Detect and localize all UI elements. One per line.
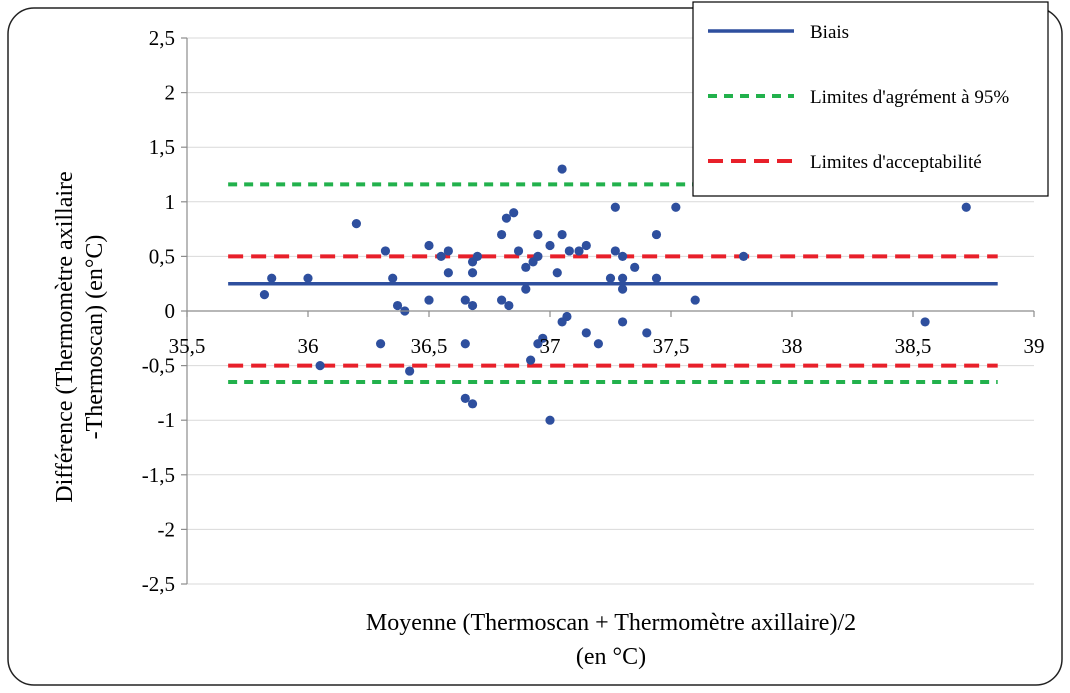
data-point [961,202,971,212]
legend-box [692,1,1049,197]
data-point [497,295,507,305]
data-point [739,251,749,261]
data-point [610,246,620,256]
data-point [497,229,507,240]
legend-label: Limites d'acceptabilité [810,152,982,173]
y-tick-label: 1 [165,190,176,214]
y-tick-label: -1,5 [142,463,175,487]
y-tick-label: -2,5 [142,572,175,596]
data-point [388,273,398,283]
data-point [467,399,478,409]
y-tick-label: 1,5 [149,135,175,159]
data-point [557,164,567,174]
legend-label: Biais [810,22,849,43]
data-point [259,290,270,300]
data-point [533,251,543,261]
data-point [460,393,470,403]
data-point [472,251,482,261]
data-point [405,366,415,376]
data-point [513,246,524,256]
y-tick-label: 0 [165,299,176,323]
data-point [545,240,555,251]
data-point [504,300,514,311]
data-point [443,246,453,256]
data-point [467,300,478,311]
data-point [460,295,470,305]
axes [181,37,1035,585]
x-tick-label: 36 [298,334,319,358]
data-point [605,273,616,283]
data-point [651,229,662,240]
data-point [521,284,531,294]
data-point [642,328,652,338]
data-point [443,268,453,278]
data-point [521,262,531,272]
x-tick-label: 38,5 [895,334,932,358]
y-tick-label: 2 [165,81,176,105]
data-point [376,339,386,349]
data-point [526,355,536,365]
x-tick-label: 38 [782,334,803,358]
data-point [593,339,604,349]
y-tick-label: -1 [158,408,176,432]
x-axis-label: Moyenne (Thermoscan + Thermomètre axilla… [366,610,856,636]
y-tick-label: -2 [158,517,176,541]
data-point [618,273,628,283]
data-point [303,273,313,283]
data-point [501,213,512,223]
y-axis-label: Différence (Thermomètre axillaire [52,171,78,502]
data-point [581,328,591,338]
x-tick-label: 39 [1024,334,1045,358]
data-point [690,295,700,305]
data-point [671,202,681,212]
data-point [630,262,640,272]
data-point [651,273,662,283]
y-tick-label: 0,5 [149,244,175,268]
data-point [509,208,519,218]
data-point [533,229,543,240]
y-tick-label: 2,5 [149,26,175,50]
data-point [618,284,628,294]
y-tick-label: -0,5 [142,354,175,378]
data-point [562,311,572,322]
data-point [467,268,478,278]
data-points [259,164,971,425]
y-tick-labels: 2,5 2 1,5 1 0,5 0 -0,5 -1 -1,5 -2 -2,5 [142,26,175,596]
data-point [618,251,628,261]
y-axis-label-line2: -Thermoscan) (en°C) [82,235,108,440]
data-point [380,246,391,256]
data-point [581,240,591,251]
x-tick-label: 37 [540,334,561,358]
data-point [424,240,434,251]
legend-label: Limites d'agrément à 95% [810,87,1009,108]
data-point [315,361,325,371]
data-point [436,251,446,261]
data-point [618,317,628,327]
data-point [545,415,555,425]
x-tick-labels: 35,5 36 36,5 37 37,5 38 38,5 39 [169,334,1045,358]
data-point [267,273,277,283]
data-point [552,268,562,278]
grid-lines [187,37,1034,585]
data-point [351,219,361,229]
x-tick-label: 36,5 [411,334,448,358]
data-point [564,246,574,256]
data-point [574,246,584,256]
x-axis-unit: (en °C) [576,644,646,670]
data-point [610,202,620,212]
data-point [920,317,930,327]
data-point [392,300,403,311]
data-point [538,333,548,343]
x-tick-label: 35,5 [169,334,206,358]
legend: Biais Limites d'agrément à 95% Limites d'a… [692,1,1049,197]
data-point [460,339,470,349]
x-tick-label: 37,5 [653,334,690,358]
data-point [424,295,434,305]
data-point [557,229,567,240]
